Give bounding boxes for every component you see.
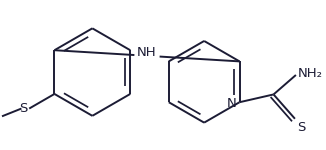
Text: N: N <box>227 97 237 110</box>
Text: S: S <box>19 102 27 115</box>
Text: NH: NH <box>137 46 157 59</box>
Text: S: S <box>297 121 305 134</box>
Text: NH₂: NH₂ <box>298 67 323 80</box>
